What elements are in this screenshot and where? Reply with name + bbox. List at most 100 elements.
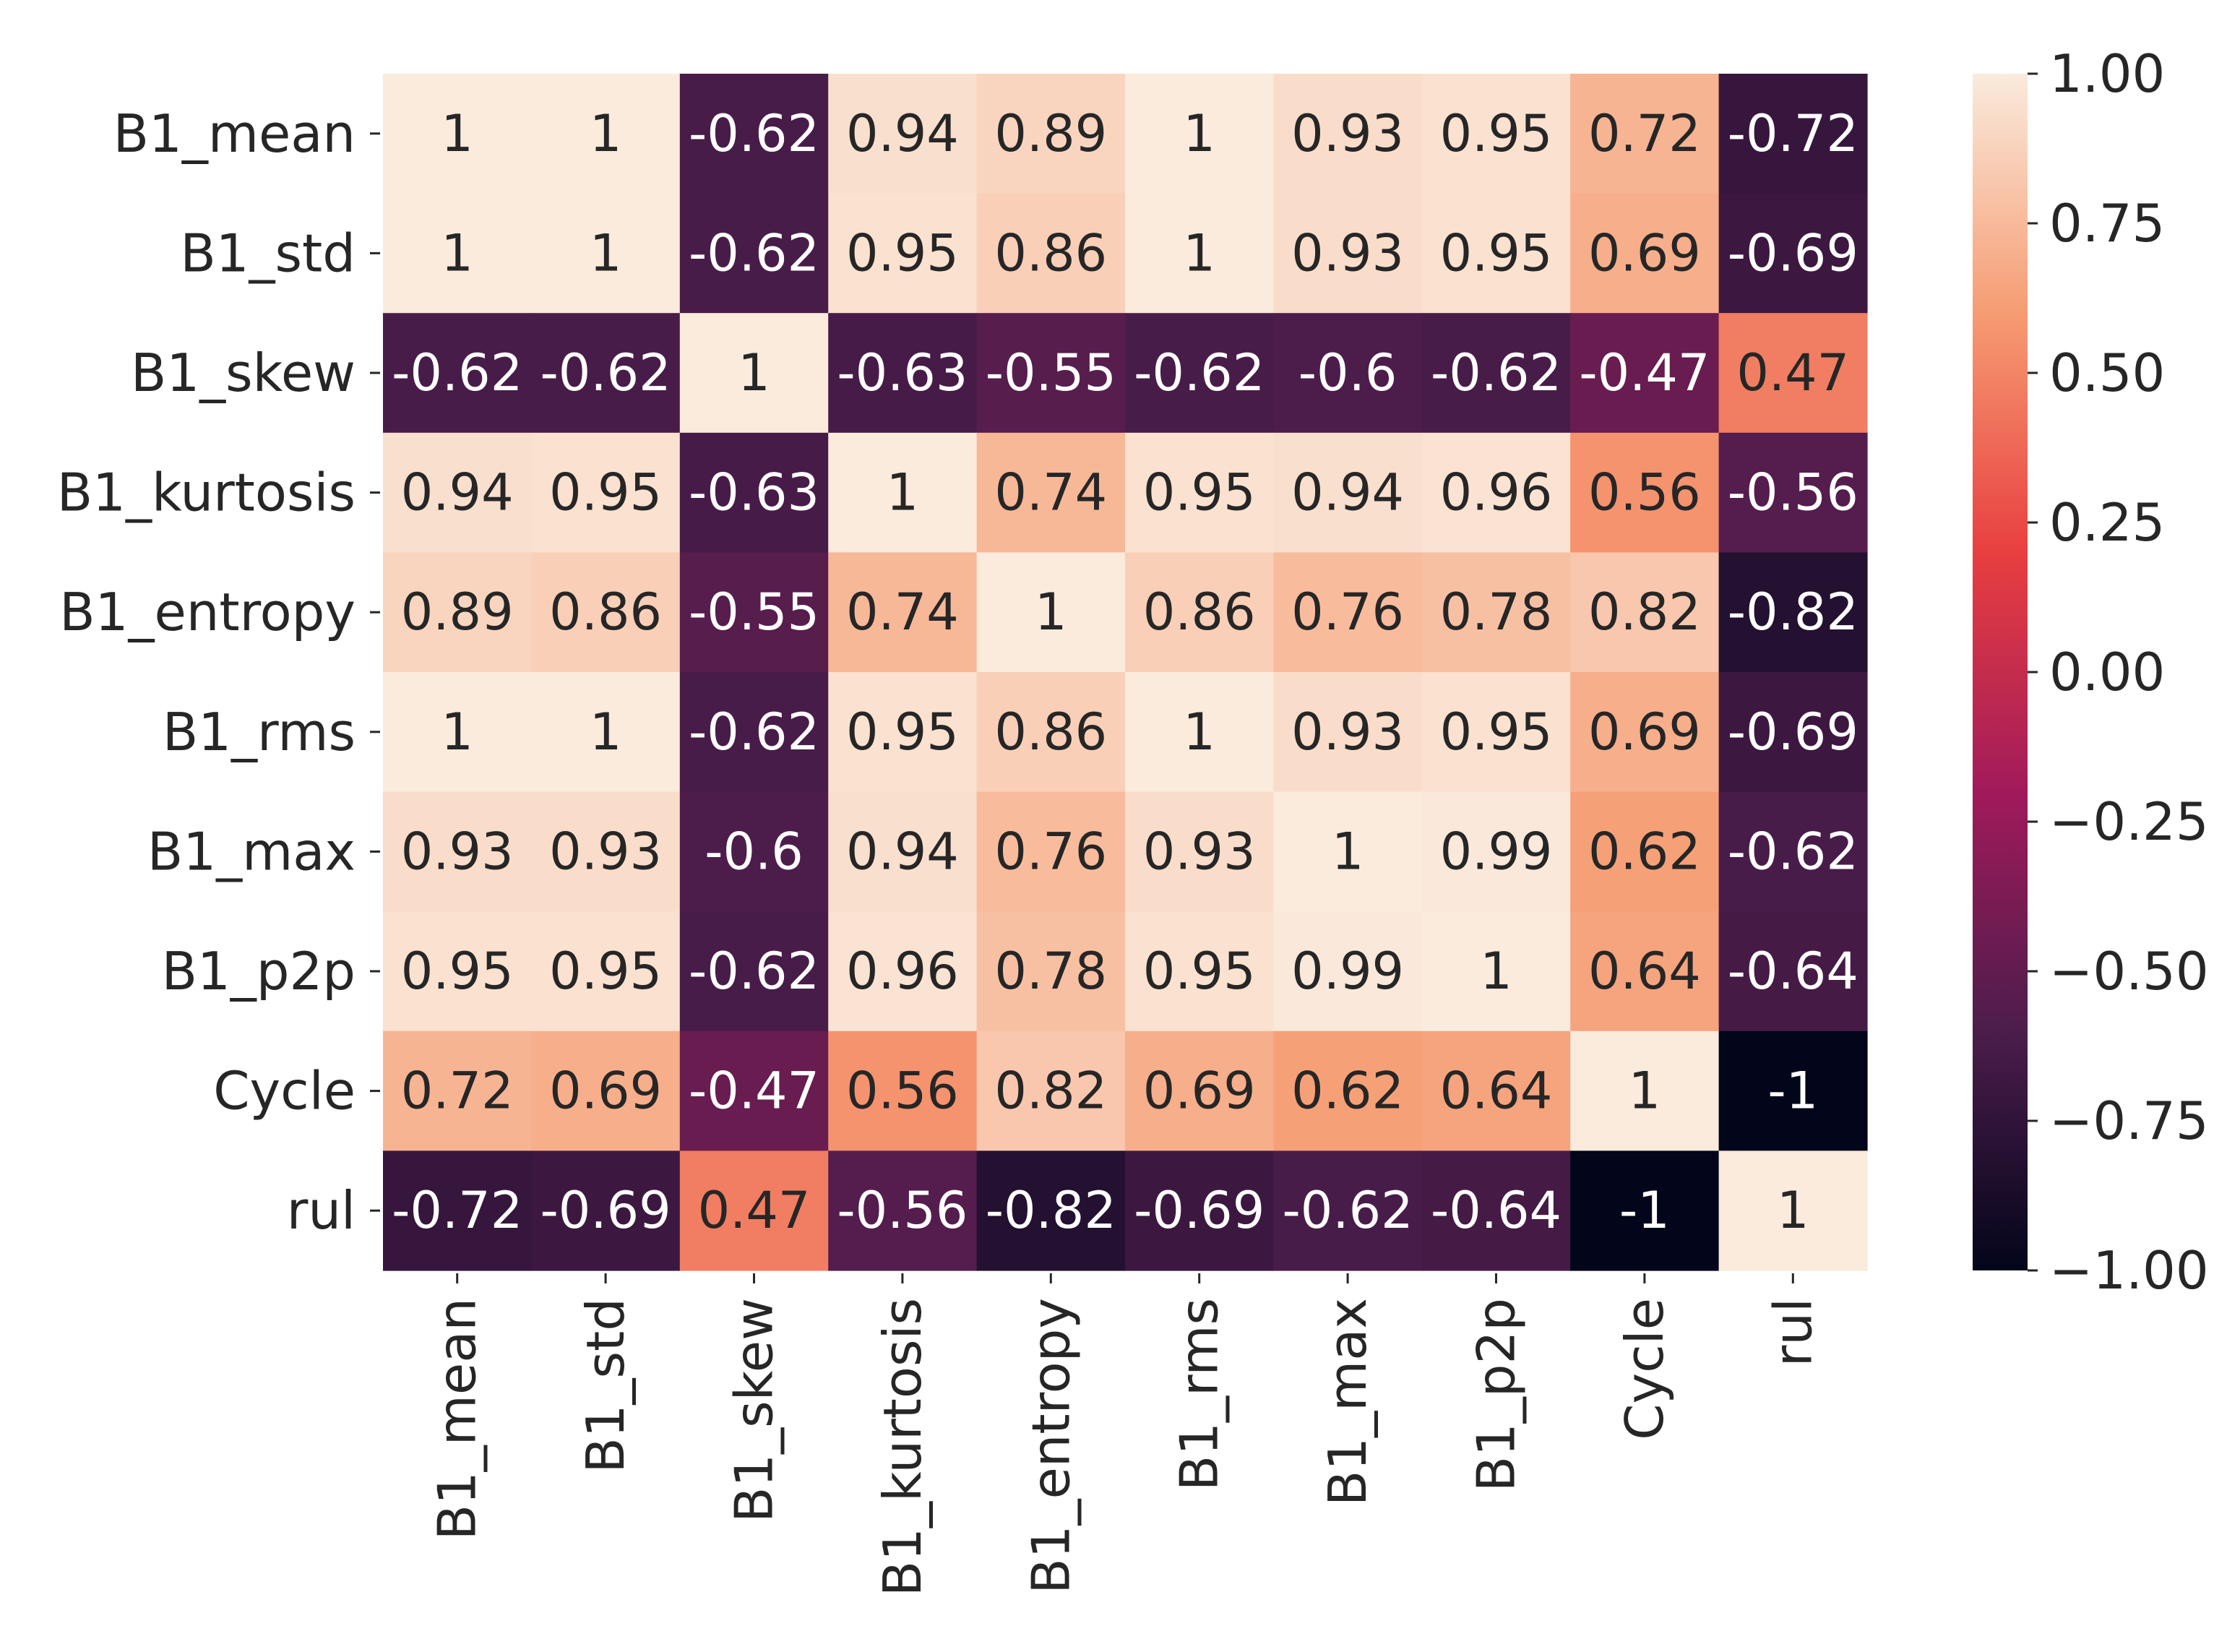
colorbar: 1.00 0.75 0.50 0.25 0.00 −0.25 −0.50 −0.75 −1.00: [1973, 43, 2209, 1301]
heatmap-cell-4-5: [1125, 552, 1274, 673]
heatmap-cell-9-0: [383, 1150, 532, 1271]
cell-value-5-3: 0.95: [846, 702, 959, 762]
x-tick-label-2: B1_skew: [724, 1298, 785, 1523]
heatmap-cell-7-1: [531, 911, 681, 1032]
cell-value-6-7: 0.99: [1440, 822, 1553, 881]
heatmap-cell-7-2: [679, 911, 829, 1032]
heatmap-cell-8-9: [1718, 1031, 1868, 1151]
heatmap-cell-5-9: [1718, 672, 1868, 793]
cell-value-1-8: 0.69: [1588, 223, 1701, 283]
cell-value-7-8: 0.64: [1588, 942, 1701, 1001]
cell-value-0-0: 1: [441, 104, 473, 163]
cell-value-0-6: 0.93: [1291, 104, 1404, 163]
heatmap-cell-8-6: [1273, 1031, 1423, 1151]
heatmap-cell-6-8: [1570, 791, 1720, 912]
heatmap-cell-2-7: [1421, 313, 1571, 434]
cell-value-7-0: 0.95: [401, 942, 514, 1001]
heatmap-cell-5-5: [1125, 672, 1274, 793]
cell-value-7-6: 0.99: [1291, 942, 1404, 1001]
heatmap-cell-7-4: [976, 911, 1126, 1032]
cell-value-3-3: 1: [887, 463, 919, 522]
cell-value-7-3: 0.96: [846, 942, 959, 1001]
heatmap-cell-8-5: [1125, 1031, 1274, 1151]
colorbar-tick-label-1: 0.75: [2049, 193, 2165, 254]
heatmap-cell-9-4: [976, 1150, 1126, 1271]
heatmap-cell-9-8: [1570, 1150, 1720, 1271]
y-tick-label-7: B1_p2p: [162, 941, 356, 1002]
cell-value-4-8: 0.82: [1588, 582, 1701, 642]
heatmap-cell-3-2: [679, 432, 829, 553]
heatmap-cell-5-4: [976, 672, 1126, 793]
cell-value-6-2: -0.6: [705, 822, 804, 881]
cell-value-7-7: 1: [1480, 942, 1512, 1001]
heatmap-cell-6-9: [1718, 791, 1868, 912]
y-tick-label-2: B1_skew: [131, 343, 356, 403]
heatmap-cell-2-8: [1570, 313, 1720, 434]
heatmap-cell-7-9: [1718, 911, 1868, 1032]
y-tick-label-6: B1_max: [147, 821, 356, 882]
heatmap-cell-9-9: [1718, 1150, 1868, 1271]
cell-value-6-6: 1: [1332, 822, 1364, 881]
cell-value-2-9: 0.47: [1736, 343, 1849, 403]
cell-value-9-5: -0.69: [1134, 1181, 1265, 1240]
cell-value-9-8: -1: [1619, 1181, 1670, 1240]
y-tick-label-8: Cycle: [213, 1061, 356, 1122]
cell-value-0-7: 0.95: [1440, 104, 1553, 163]
cell-value-2-2: 1: [738, 343, 770, 403]
cell-value-9-7: -0.64: [1431, 1181, 1562, 1240]
heatmap-cell-1-2: [679, 193, 829, 314]
cell-value-6-1: 0.93: [549, 822, 662, 881]
cell-value-1-2: -0.62: [689, 223, 819, 283]
heatmap-cell-3-6: [1273, 432, 1423, 553]
heatmap-cell-7-7: [1421, 911, 1571, 1032]
heatmap-cell-2-4: [976, 313, 1126, 434]
x-tick-label-1: B1_std: [575, 1298, 636, 1474]
heatmap-cells: [383, 74, 1868, 1271]
heatmap-cell-9-3: [828, 1150, 978, 1271]
cell-value-2-3: -0.63: [837, 343, 968, 403]
cell-value-8-1: 0.69: [549, 1062, 662, 1121]
heatmap-cell-2-6: [1273, 313, 1423, 434]
cell-value-1-7: 0.95: [1440, 223, 1553, 283]
cell-value-8-0: 0.72: [401, 1062, 514, 1121]
heatmap-cell-9-6: [1273, 1150, 1423, 1271]
heatmap-cell-8-0: [383, 1031, 532, 1151]
heatmap-cell-3-8: [1570, 432, 1720, 553]
heatmap-cell-3-7: [1421, 432, 1571, 553]
cell-value-9-4: -0.82: [986, 1181, 1116, 1240]
cell-value-4-7: 0.78: [1440, 582, 1553, 642]
heatmap-cell-7-6: [1273, 911, 1423, 1032]
cell-value-4-6: 0.76: [1291, 582, 1404, 642]
cell-value-5-2: -0.62: [689, 702, 819, 762]
heatmap-cell-3-1: [531, 432, 681, 553]
heatmap-cell-8-1: [531, 1031, 681, 1151]
cell-value-9-0: -0.72: [392, 1181, 522, 1240]
cell-value-0-2: -0.62: [689, 104, 819, 163]
cell-value-9-1: -0.69: [540, 1181, 671, 1240]
heatmap-cell-0-6: [1273, 74, 1423, 194]
cell-value-7-1: 0.95: [549, 942, 662, 1001]
cell-value-0-1: 1: [590, 104, 622, 163]
cell-value-8-8: 1: [1629, 1062, 1661, 1121]
cell-value-1-6: 0.93: [1291, 223, 1404, 283]
cell-value-7-2: -0.62: [689, 942, 819, 1001]
heatmap-cell-1-4: [976, 193, 1126, 314]
heatmap-cell-9-2: [679, 1150, 829, 1271]
heatmap-cell-5-6: [1273, 672, 1423, 793]
heatmap-cell-3-9: [1718, 432, 1868, 553]
heatmap-cell-3-5: [1125, 432, 1274, 553]
heatmap-cell-4-9: [1718, 552, 1868, 673]
heatmap-cell-1-0: [383, 193, 532, 314]
heatmap-cell-7-0: [383, 911, 532, 1032]
cell-value-0-9: -0.72: [1728, 104, 1858, 163]
cell-value-2-8: -0.47: [1579, 343, 1710, 403]
x-tick-label-4: B1_entropy: [1020, 1298, 1081, 1594]
heatmap-cell-2-5: [1125, 313, 1274, 434]
cell-value-1-5: 1: [1183, 223, 1215, 283]
cell-value-4-9: -0.82: [1728, 582, 1858, 642]
heatmap-cell-0-0: [383, 74, 532, 194]
heatmap-cell-4-0: [383, 552, 532, 673]
heatmap-cell-5-3: [828, 672, 978, 793]
heatmap-cell-8-4: [976, 1031, 1126, 1151]
